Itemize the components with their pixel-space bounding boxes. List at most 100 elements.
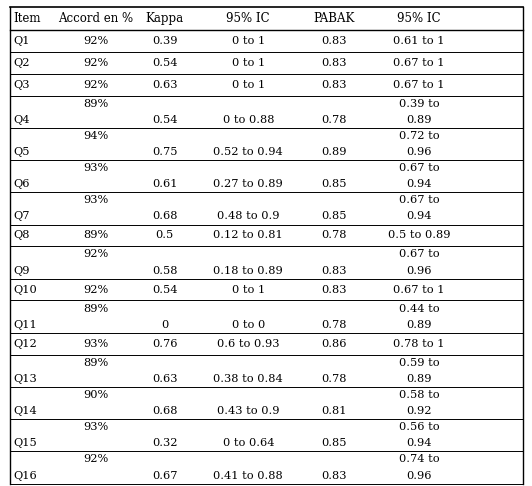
Text: Q1: Q1 (14, 36, 30, 46)
Text: 0.6 to 0.93: 0.6 to 0.93 (217, 339, 279, 348)
Text: 0.39 to: 0.39 to (398, 99, 439, 108)
Text: 0.74 to: 0.74 to (398, 454, 439, 465)
Text: 0.61 to 1: 0.61 to 1 (393, 36, 445, 46)
Text: Q12: Q12 (14, 339, 38, 348)
Text: 0.72 to: 0.72 to (398, 131, 439, 141)
Text: 0.83: 0.83 (321, 58, 347, 68)
Text: 0.54: 0.54 (152, 58, 178, 68)
Text: 0.94: 0.94 (406, 438, 432, 448)
Text: PABAK: PABAK (313, 12, 355, 25)
Text: 92%: 92% (83, 36, 108, 46)
Text: 90%: 90% (83, 390, 108, 400)
Text: 0.67: 0.67 (152, 470, 178, 481)
Text: 0 to 1: 0 to 1 (231, 58, 265, 68)
Text: 0.92: 0.92 (406, 406, 432, 416)
Text: 0: 0 (161, 320, 169, 330)
Text: 0.83: 0.83 (321, 36, 347, 46)
Text: Q10: Q10 (14, 284, 38, 295)
Text: 89%: 89% (83, 99, 108, 108)
Text: Q7: Q7 (14, 211, 30, 222)
Text: 0.67 to: 0.67 to (398, 195, 439, 206)
Text: 0.78: 0.78 (321, 374, 347, 384)
Text: 0.89: 0.89 (406, 374, 432, 384)
Text: 0.83: 0.83 (321, 80, 347, 89)
Text: 0.44 to: 0.44 to (398, 304, 439, 313)
Text: 0.27 to 0.89: 0.27 to 0.89 (213, 179, 283, 189)
Text: 0.54: 0.54 (152, 284, 178, 295)
Text: 0.83: 0.83 (321, 470, 347, 481)
Text: 0.68: 0.68 (152, 211, 178, 222)
Text: 0.81: 0.81 (321, 406, 347, 416)
Text: Q8: Q8 (14, 230, 30, 241)
Text: 0.78: 0.78 (321, 230, 347, 241)
Text: 95% IC: 95% IC (227, 12, 270, 25)
Text: 92%: 92% (83, 284, 108, 295)
Text: 0.52 to 0.94: 0.52 to 0.94 (213, 147, 283, 157)
Text: 0.48 to 0.9: 0.48 to 0.9 (217, 211, 279, 222)
Text: Item: Item (14, 12, 41, 25)
Text: 0.67 to: 0.67 to (398, 163, 439, 173)
Text: Q5: Q5 (14, 147, 30, 157)
Text: 92%: 92% (83, 80, 108, 89)
Text: Q9: Q9 (14, 265, 30, 276)
Text: 0.38 to 0.84: 0.38 to 0.84 (213, 374, 283, 384)
Text: 94%: 94% (83, 131, 108, 141)
Text: 0.59 to: 0.59 to (398, 358, 439, 367)
Text: 93%: 93% (83, 163, 108, 173)
Text: Q16: Q16 (14, 470, 38, 481)
Text: Accord en %: Accord en % (58, 12, 133, 25)
Text: 0.86: 0.86 (321, 339, 347, 348)
Text: 0.67 to: 0.67 to (398, 249, 439, 260)
Text: 0.78: 0.78 (321, 320, 347, 330)
Text: 0.56 to: 0.56 to (398, 422, 439, 432)
Text: 0.85: 0.85 (321, 179, 347, 189)
Text: 0 to 0.88: 0 to 0.88 (222, 115, 274, 125)
Text: 0.85: 0.85 (321, 211, 347, 222)
Text: 93%: 93% (83, 339, 108, 348)
Text: Q6: Q6 (14, 179, 30, 189)
Text: 0.78 to 1: 0.78 to 1 (393, 339, 445, 348)
Text: 0.76: 0.76 (152, 339, 178, 348)
Text: 0.67 to 1: 0.67 to 1 (393, 284, 445, 295)
Text: 0 to 1: 0 to 1 (231, 284, 265, 295)
Text: 0.78: 0.78 (321, 115, 347, 125)
Text: 0.58: 0.58 (152, 265, 178, 276)
Text: 0.5 to 0.89: 0.5 to 0.89 (388, 230, 450, 241)
Text: 0.61: 0.61 (152, 179, 178, 189)
Text: 0.85: 0.85 (321, 438, 347, 448)
Text: 89%: 89% (83, 304, 108, 313)
Text: 0.94: 0.94 (406, 211, 432, 222)
Text: Q2: Q2 (14, 58, 30, 68)
Text: 0.43 to 0.9: 0.43 to 0.9 (217, 406, 279, 416)
Text: 0.18 to 0.89: 0.18 to 0.89 (213, 265, 283, 276)
Text: 89%: 89% (83, 230, 108, 241)
Text: 0.83: 0.83 (321, 284, 347, 295)
Text: 0.63: 0.63 (152, 80, 178, 89)
Text: 0.68: 0.68 (152, 406, 178, 416)
Text: 0.83: 0.83 (321, 265, 347, 276)
Text: Q11: Q11 (14, 320, 38, 330)
Text: 0.39: 0.39 (152, 36, 178, 46)
Text: 0.54: 0.54 (152, 115, 178, 125)
Text: 0.94: 0.94 (406, 179, 432, 189)
Text: 0.63: 0.63 (152, 374, 178, 384)
Text: 0.41 to 0.88: 0.41 to 0.88 (213, 470, 283, 481)
Text: 0.75: 0.75 (152, 147, 178, 157)
Text: 0.89: 0.89 (321, 147, 347, 157)
Text: 0.32: 0.32 (152, 438, 178, 448)
Text: 0.96: 0.96 (406, 265, 432, 276)
Text: 0.58 to: 0.58 to (398, 390, 439, 400)
Text: 93%: 93% (83, 195, 108, 206)
Text: 0.89: 0.89 (406, 115, 432, 125)
Text: 92%: 92% (83, 249, 108, 260)
Text: 95% IC: 95% IC (397, 12, 441, 25)
Text: 93%: 93% (83, 422, 108, 432)
Text: 0 to 1: 0 to 1 (231, 80, 265, 89)
Text: 0.89: 0.89 (406, 320, 432, 330)
Text: 89%: 89% (83, 358, 108, 367)
Text: Q4: Q4 (14, 115, 30, 125)
Text: 92%: 92% (83, 454, 108, 465)
Text: 0 to 1: 0 to 1 (231, 36, 265, 46)
Text: 0.67 to 1: 0.67 to 1 (393, 80, 445, 89)
Text: 0.5: 0.5 (156, 230, 174, 241)
